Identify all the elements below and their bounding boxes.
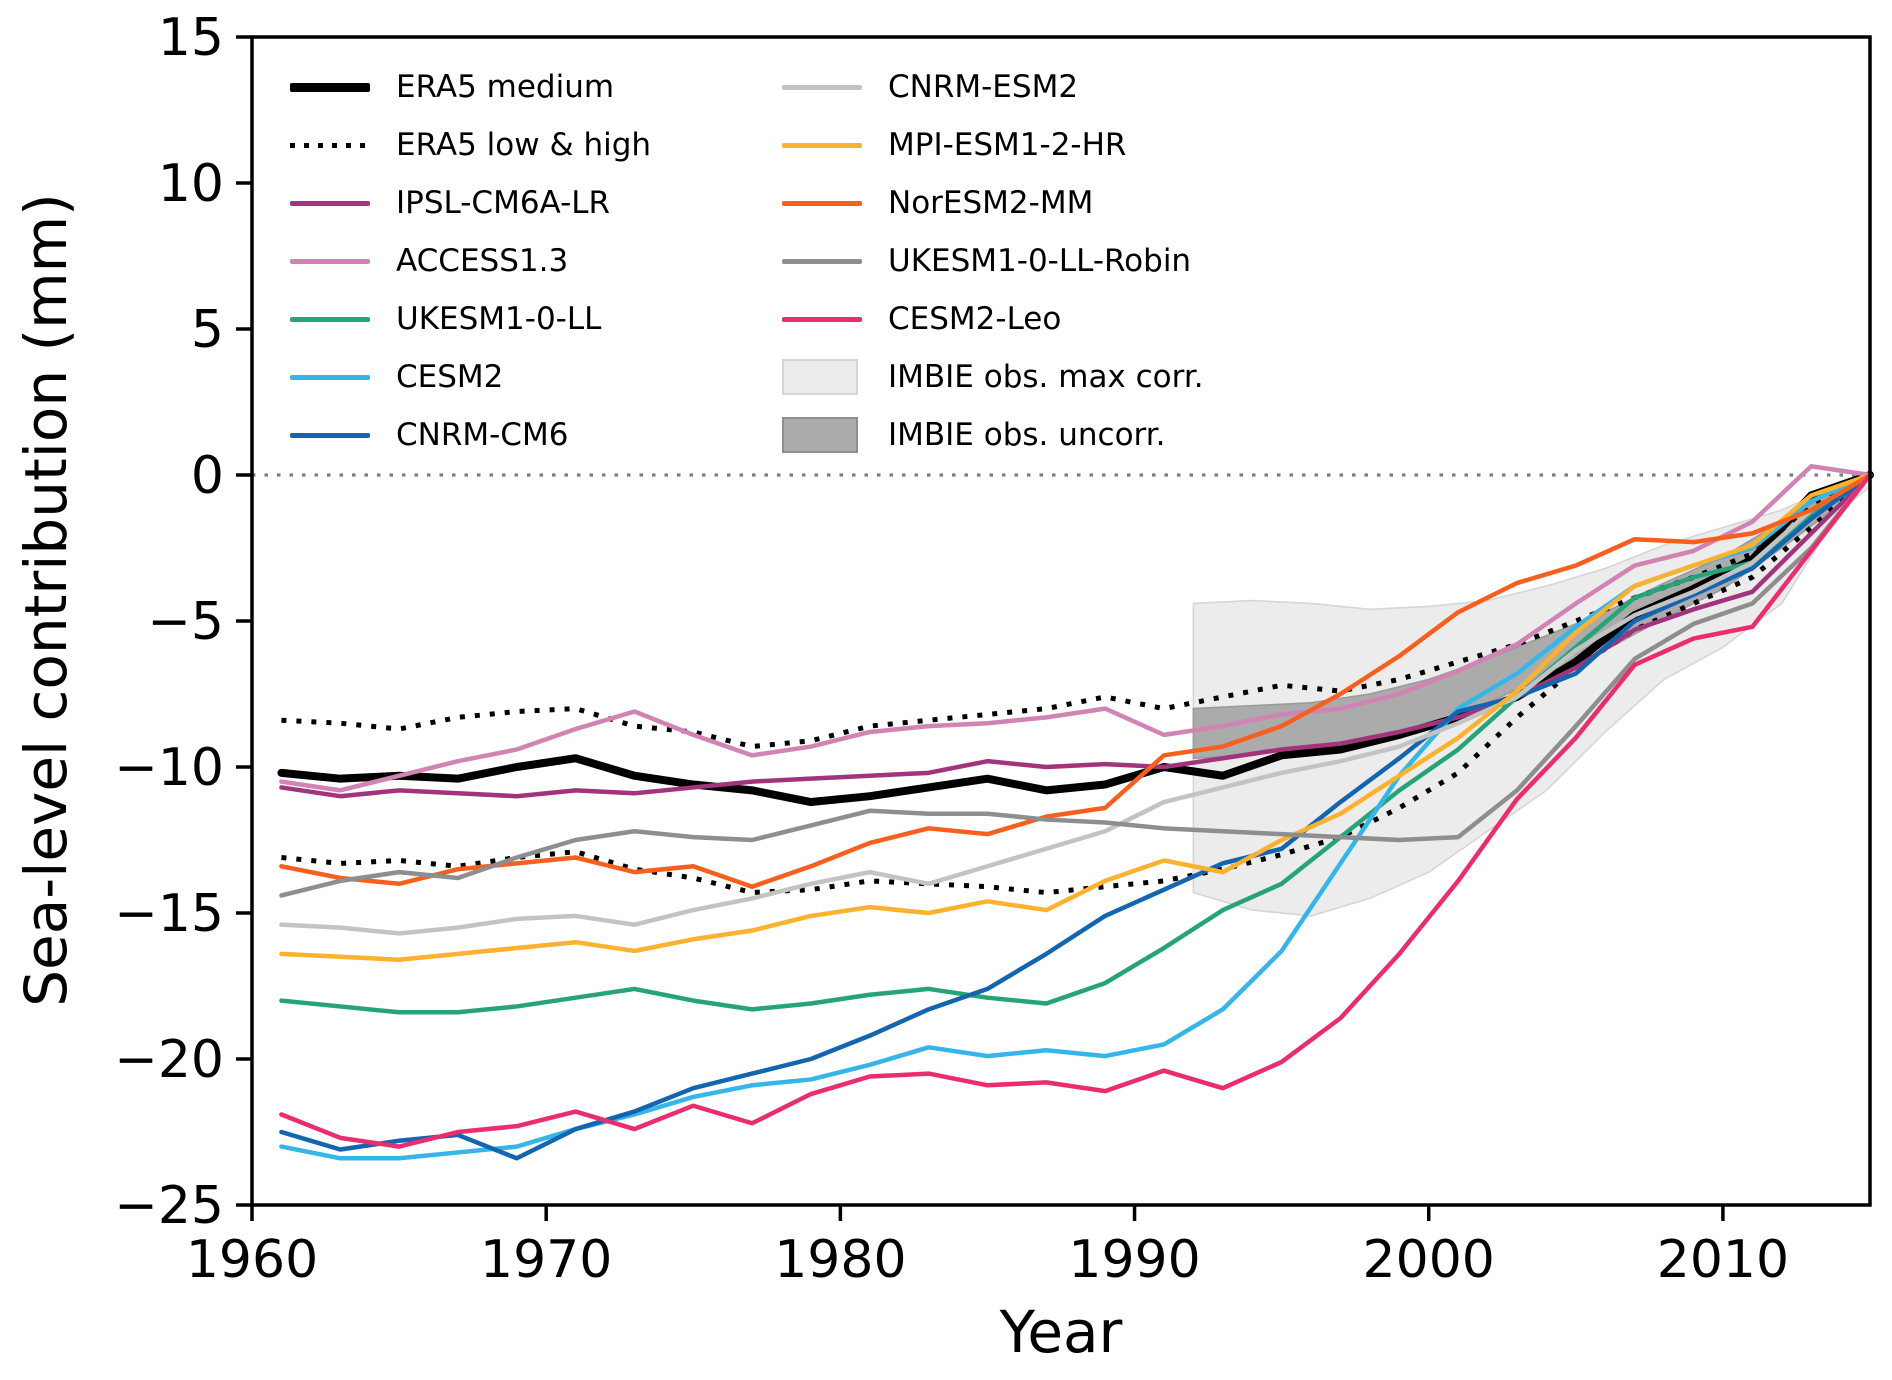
legend-column-2: CNRM-ESM2 MPI-ESM1-2-HR NorESM2-MM UKESM1-0…: [782, 58, 1204, 464]
legend-item-mpi-esm1-2-hr: MPI-ESM1-2-HR: [782, 116, 1204, 174]
legend-swatch-ukesm1-0-ll-icon: [290, 316, 370, 322]
series-line-cnrm-cm6: [279, 472, 1873, 1161]
legend-label: IMBIE obs. uncorr.: [888, 417, 1166, 453]
line-swatch-icon: [782, 316, 862, 322]
line-swatch-icon: [290, 82, 370, 92]
legend-item-cnrm-esm2: CNRM-ESM2: [782, 58, 1204, 116]
legend-swatch-cesm2-icon: [290, 374, 370, 380]
legend-label: NorESM2-MM: [888, 185, 1094, 221]
series-line-cnrm-esm2: [279, 472, 1873, 936]
x-tick-label: 1990: [1068, 1230, 1200, 1290]
y-tick-label: −5: [147, 592, 224, 652]
line-swatch-icon: [290, 258, 370, 264]
patch-swatch-icon: [782, 417, 858, 453]
line-swatch-icon: [290, 432, 370, 438]
y-tick-label: −15: [114, 884, 224, 944]
x-tick-label: 1980: [774, 1230, 906, 1290]
y-tick-label: −25: [114, 1176, 224, 1236]
line-swatch-icon: [782, 200, 862, 206]
y-tick-label: 10: [158, 154, 224, 214]
legend-item-imbie-obs-uncorr: IMBIE obs. uncorr.: [782, 406, 1204, 464]
y-tick-label: 5: [191, 300, 224, 360]
legend-label: IPSL-CM6A-LR: [396, 185, 611, 221]
legend-item-era5-low-high: ERA5 low & high: [290, 116, 651, 174]
series-line-era5-medium: [277, 471, 1874, 807]
legend-item-imbie-obs-max-corr: IMBIE obs. max corr.: [782, 348, 1204, 406]
y-tick-label: −20: [114, 1030, 224, 1090]
legend-swatch-noresm2-mm-icon: [782, 200, 862, 206]
legend-item-cesm2: CESM2: [290, 348, 651, 406]
legend-swatch-ipsl-cm6a-lr-icon: [290, 200, 370, 206]
line-swatch-icon: [290, 200, 370, 206]
series-line-cesm2-leo: [279, 472, 1873, 1149]
x-axis-label: Year: [999, 1298, 1123, 1366]
legend-item-ukesm1-0-ll-robin: UKESM1-0-LL-Robin: [782, 232, 1204, 290]
legend-swatch-era5-low-high-icon: [290, 142, 370, 148]
legend-item-noresm2-mm: NorESM2-MM: [782, 174, 1204, 232]
series-line-access1-3: [279, 463, 1873, 793]
legend-swatch-access1-3-icon: [290, 258, 370, 264]
y-axis-label: Sea-level contribution (mm): [12, 193, 80, 1007]
y-tick-label: 0: [191, 446, 224, 506]
legend-item-ipsl-cm6a-lr: IPSL-CM6A-LR: [290, 174, 651, 232]
legend-label: ACCESS1.3: [396, 243, 569, 279]
legend-label: CESM2: [396, 359, 504, 395]
legend-swatch-era5-medium-icon: [290, 82, 370, 92]
legend-column-1: ERA5 medium ERA5 low & high IPSL-CM6A-LR AC…: [290, 58, 651, 464]
legend-label: ERA5 medium: [396, 69, 615, 105]
legend-label: MPI-ESM1-2-HR: [888, 127, 1127, 163]
legend-label: UKESM1-0-LL-Robin: [888, 243, 1192, 279]
line-swatch-icon: [290, 374, 370, 380]
legend-label: CNRM-ESM2: [888, 69, 1079, 105]
x-tick-label: 1960: [186, 1230, 318, 1290]
legend-swatch-imbie-obs-max-corr-icon: [782, 359, 862, 395]
series-line-ukesm1-0-ll-robin: [279, 472, 1873, 898]
line-swatch-icon: [290, 316, 370, 322]
legend-swatch-cnrm-esm2-icon: [782, 84, 862, 90]
y-tick-label: 15: [158, 8, 224, 68]
legend-label: UKESM1-0-LL: [396, 301, 602, 337]
legend-swatch-cesm2-leo-icon: [782, 316, 862, 322]
legend-label: IMBIE obs. max corr.: [888, 359, 1204, 395]
series-line-mpi-esm1-2-hr: [279, 472, 1873, 962]
line-swatch-icon: [782, 258, 862, 264]
line-swatch-icon: [782, 84, 862, 90]
line-swatch-icon: [782, 142, 862, 148]
series-line-noresm2-mm: [279, 472, 1873, 889]
x-tick-label: 1970: [480, 1230, 612, 1290]
dotted-swatch-icon: [290, 142, 370, 148]
legend-swatch-mpi-esm1-2-hr-icon: [782, 142, 862, 148]
legend-item-cesm2-leo: CESM2-Leo: [782, 290, 1204, 348]
patch-swatch-icon: [782, 359, 858, 395]
legend-label: CNRM-CM6: [396, 417, 569, 453]
series-line-ukesm1-0-ll: [279, 472, 1873, 1015]
legend-swatch-imbie-obs-uncorr-icon: [782, 417, 862, 453]
legend-label: ERA5 low & high: [396, 127, 652, 163]
legend-label: CESM2-Leo: [888, 301, 1062, 337]
legend-item-cnrm-cm6: CNRM-CM6: [290, 406, 651, 464]
series-line-cesm2: [279, 472, 1873, 1161]
legend-item-access1-3: ACCESS1.3: [290, 232, 651, 290]
legend-item-ukesm1-0-ll: UKESM1-0-LL: [290, 290, 651, 348]
y-tick-label: −10: [114, 738, 224, 798]
legend-swatch-cnrm-cm6-icon: [290, 432, 370, 438]
x-tick-label: 2010: [1657, 1230, 1789, 1290]
x-tick-label: 2000: [1363, 1230, 1495, 1290]
legend-swatch-ukesm1-0-ll-robin-icon: [782, 258, 862, 264]
legend-item-era5-medium: ERA5 medium: [290, 58, 651, 116]
